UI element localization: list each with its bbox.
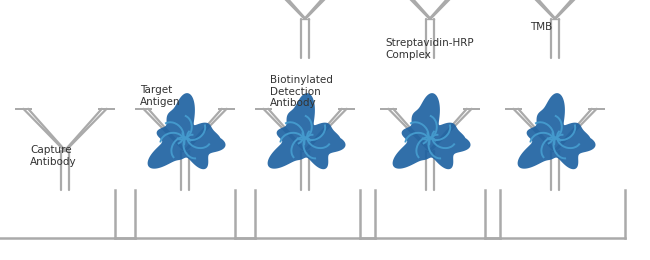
Polygon shape bbox=[148, 93, 226, 169]
Polygon shape bbox=[268, 93, 346, 169]
Text: Capture
Antibody: Capture Antibody bbox=[30, 145, 77, 167]
Polygon shape bbox=[393, 93, 471, 169]
Polygon shape bbox=[517, 93, 595, 169]
Text: TMB: TMB bbox=[530, 22, 552, 32]
Text: Biotinylated
Detection
Antibody: Biotinylated Detection Antibody bbox=[270, 75, 333, 108]
Text: Streptavidin-HRP
Complex: Streptavidin-HRP Complex bbox=[385, 38, 474, 60]
Text: Target
Antigen: Target Antigen bbox=[140, 85, 181, 107]
